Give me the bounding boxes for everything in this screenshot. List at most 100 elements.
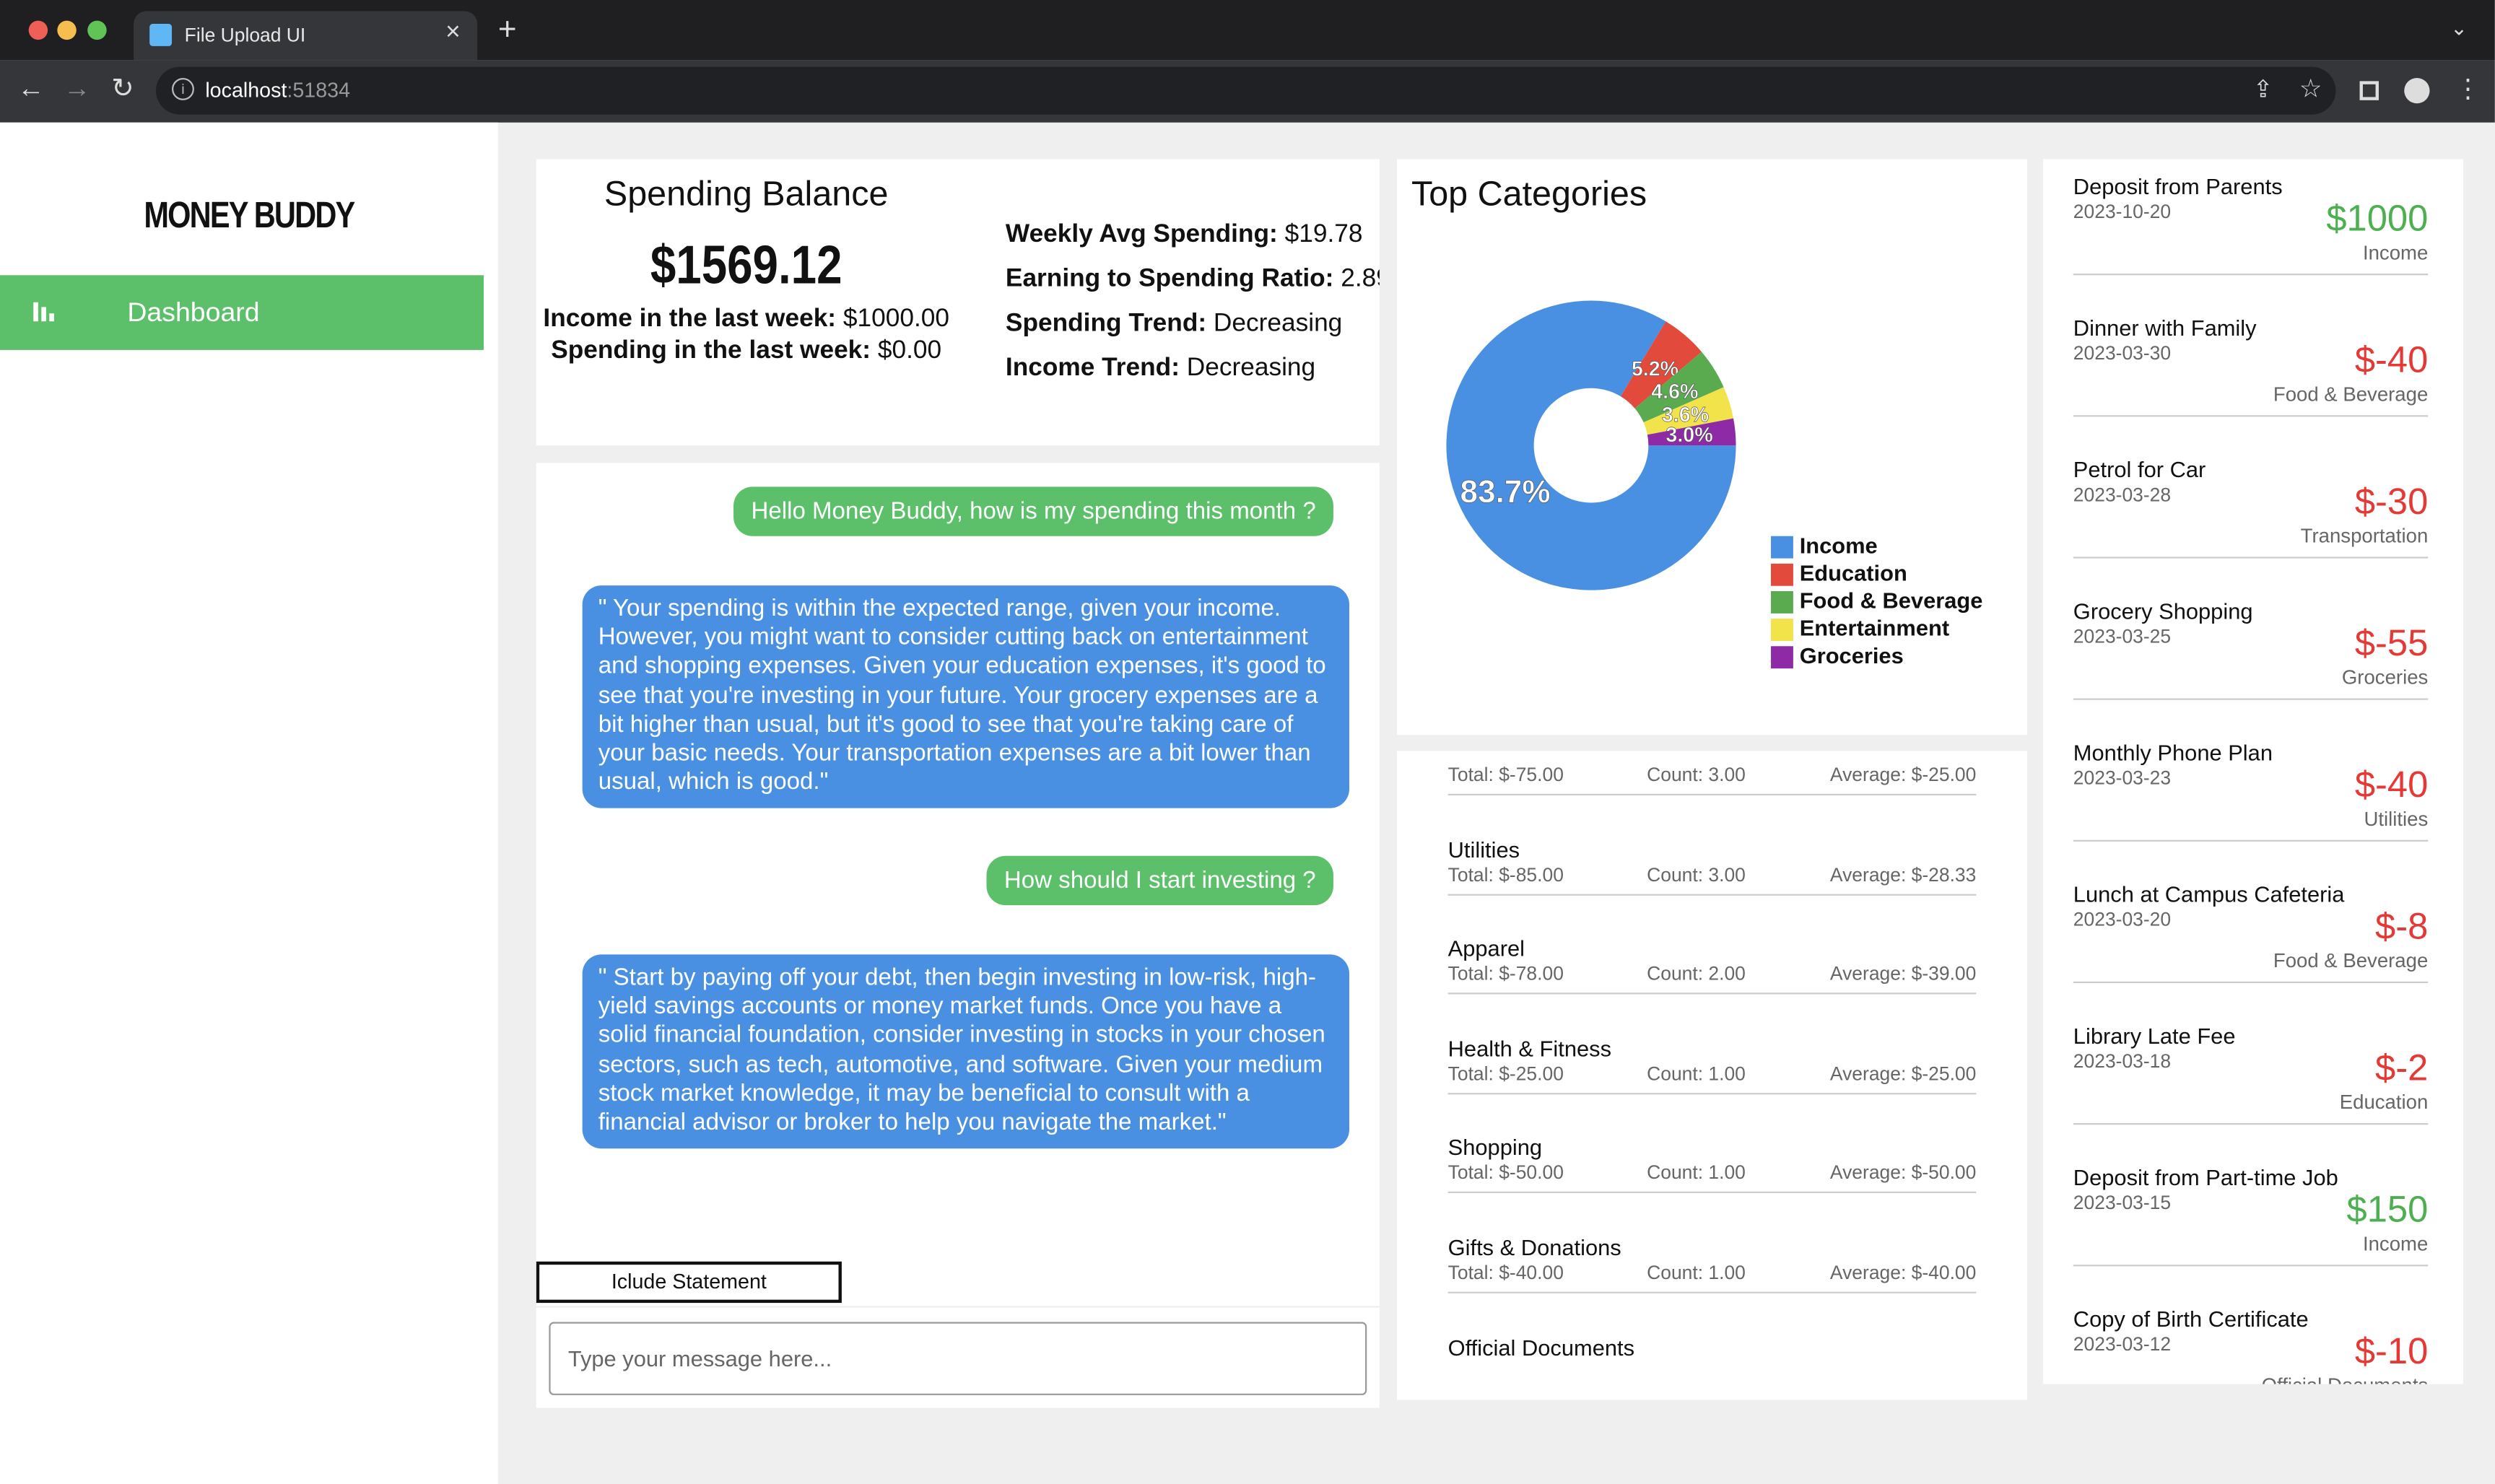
placeholder: Type your message here... <box>567 1345 832 1371</box>
row-divider <box>2073 839 2429 842</box>
row-divider <box>1447 1192 1977 1194</box>
category-name: Shopping <box>1447 1135 1543 1161</box>
slice-label: 3.0% <box>1665 424 1712 447</box>
close-dot[interactable] <box>28 20 48 40</box>
row-divider <box>1447 1291 1977 1293</box>
nav-item[interactable]: Dashboard <box>0 275 484 350</box>
maximize-dot[interactable] <box>87 20 107 40</box>
category-average: Average: $-40.00 <box>1829 1261 1977 1284</box>
category-average: Average: $-25.00 <box>1829 763 1977 786</box>
slice-label: 4.6% <box>1651 380 1698 403</box>
include-statement-button[interactable]: Iclude Statement <box>536 1261 842 1304</box>
transaction-amount: $-55 <box>2354 621 2429 664</box>
row-divider <box>2073 556 2429 559</box>
row-divider <box>1447 992 1977 995</box>
donut-chart: 83.7% Income 5.2% Education 4.6% Food & Bever… <box>1446 300 1983 669</box>
category-average: Average: $-39.00 <box>1829 962 1977 985</box>
sidebar: MONEY BUDDY Dashboard <box>0 122 498 1484</box>
transaction-title[interactable]: Deposit from Parents <box>2073 173 2283 199</box>
new-tab[interactable]: + <box>497 12 517 48</box>
legend-swatch <box>1771 563 1793 586</box>
row-divider <box>2073 415 2429 417</box>
donut-slice <box>1643 387 1734 435</box>
stat-label: Earning to Spending Ratio: <box>1005 266 1334 293</box>
tab-title: File Upload UI <box>184 24 306 46</box>
tab[interactable]: File Upload UI × <box>134 11 478 61</box>
transaction-title[interactable]: Dinner with Family <box>2073 315 2257 341</box>
forward-button[interactable]: → <box>64 73 91 104</box>
stat-label: Weekly Avg Spending: <box>1005 221 1278 248</box>
transaction-amount: $1000 <box>2326 197 2429 239</box>
message-input[interactable]: Type your message here... <box>549 1322 1367 1395</box>
transaction-date: 2023-03-15 <box>2073 1191 2172 1214</box>
transaction-title[interactable]: Grocery Shopping <box>2073 598 2253 624</box>
user-message: Hello Money Buddy, how is my spending th… <box>733 486 1333 536</box>
weekly-stat: Income in the last week: $1000.00 <box>536 305 957 334</box>
divider <box>536 1306 1380 1308</box>
stat-value: Decreasing <box>1213 310 1343 338</box>
share-icon[interactable]: ⇪ <box>2252 76 2273 104</box>
spending-balance-card: Spending Balance $1569.12 Income in the … <box>536 159 1380 446</box>
bot-message: " Start by paying off your debt, then be… <box>582 954 1349 1149</box>
transaction-date: 2023-03-12 <box>2073 1332 2172 1356</box>
row-divider <box>2073 698 2429 700</box>
transaction-category: Education <box>2339 1091 2429 1114</box>
transaction-date: 2023-03-28 <box>2073 484 2172 506</box>
category-total: Total: $-50.00 <box>1447 1161 1564 1184</box>
row-divider <box>2073 1265 2429 1267</box>
category-count: Count: 1.00 <box>1647 1261 1746 1284</box>
bookmark-icon[interactable]: ☆ <box>2299 76 2322 104</box>
favicon <box>149 24 173 46</box>
chat-card: Iclude Statement Type your message here.… <box>536 463 1380 1408</box>
category-total: Total: $-40.00 <box>1447 1261 1564 1284</box>
back-button[interactable]: ← <box>17 73 45 104</box>
transaction-amount: $-8 <box>2375 905 2429 947</box>
info-icon[interactable]: i <box>172 77 194 100</box>
transaction-amount: $-10 <box>2354 1330 2429 1371</box>
stat-row: Spending Trend: Decreasing <box>1006 310 1342 339</box>
stat-label: Spending in the last week: <box>551 337 871 365</box>
nav-label: Dashboard <box>127 297 260 328</box>
user-message: How should I start investing ? <box>986 855 1333 906</box>
transaction-title[interactable]: Copy of Birth Certificate <box>2073 1306 2309 1332</box>
card-title: Spending Balance <box>604 173 889 214</box>
donut-slice <box>1634 352 1724 423</box>
legend-label: Income <box>1800 533 1878 558</box>
sidepanel-icon[interactable] <box>2359 81 2379 100</box>
menu-icon[interactable]: ⋮ <box>2455 76 2481 104</box>
legend-label: Groceries <box>1800 643 1904 668</box>
row-divider <box>2073 981 2429 984</box>
stat-label: Income Trend: <box>1005 354 1180 382</box>
legend-swatch <box>1771 536 1793 559</box>
stat-value: $19.78 <box>1284 221 1363 248</box>
legend-label: Food & Beverage <box>1800 588 1983 614</box>
transaction-category: Income <box>2362 1233 2429 1255</box>
category-count: Count: 3.00 <box>1647 763 1746 786</box>
transaction-title[interactable]: Deposit from Part-time Job <box>2073 1164 2338 1190</box>
transaction-title[interactable]: Petrol for Car <box>2073 456 2206 482</box>
weekly-stat: Spending in the last week: $0.00 <box>536 337 957 366</box>
transaction-title[interactable]: Library Late Fee <box>2073 1023 2236 1049</box>
transaction-amount: $-2 <box>2375 1047 2429 1088</box>
profile-icon[interactable] <box>2404 77 2430 104</box>
row-divider <box>1447 893 1977 895</box>
url: localhost:51834 <box>205 78 350 102</box>
tab-menu[interactable]: ⌄ <box>2450 16 2468 40</box>
transaction-title[interactable]: Monthly Phone Plan <box>2073 739 2273 766</box>
transaction-amount: $-40 <box>2354 339 2429 380</box>
tab-bar: File Upload UI × + ⌄ <box>0 0 2495 61</box>
category-average: Average: $-25.00 <box>1829 1062 1977 1085</box>
reload-button[interactable]: ↻ <box>111 73 134 104</box>
balance: $1569.12 <box>650 235 842 296</box>
stat-row: Weekly Avg Spending: $19.78 <box>1006 221 1363 250</box>
row-divider <box>2073 1123 2429 1125</box>
transaction-title[interactable]: Lunch at Campus Cafeteria <box>2073 881 2345 907</box>
legend-swatch <box>1771 619 1793 641</box>
legend-label: Education <box>1800 560 1907 585</box>
transaction-amount: $-30 <box>2354 480 2429 522</box>
url-bar[interactable]: i localhost:51834 ⇪ ☆ <box>155 66 2336 115</box>
minimize-dot[interactable] <box>57 20 77 40</box>
tab-close[interactable]: × <box>445 19 461 46</box>
